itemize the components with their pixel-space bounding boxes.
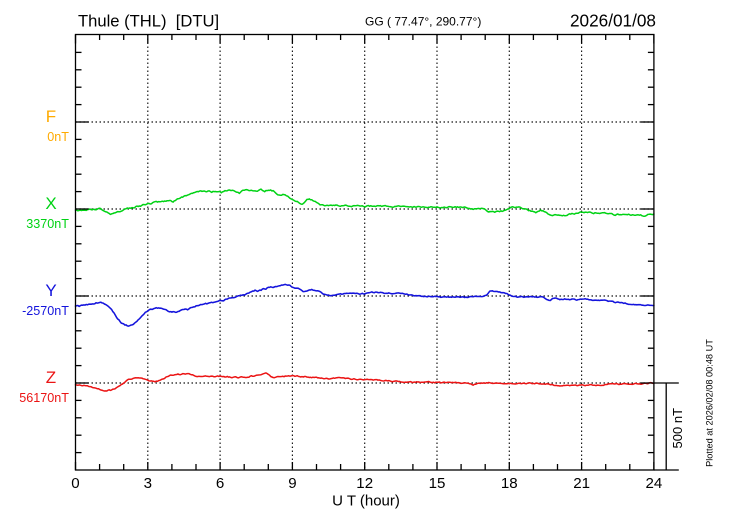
- svg-text:9: 9: [288, 475, 296, 492]
- svg-text:Plotted at 2026/02/08 00:48 UT: Plotted at 2026/02/08 00:48 UT: [705, 339, 715, 467]
- svg-text:6: 6: [216, 475, 224, 492]
- svg-text:3370nT: 3370nT: [26, 217, 69, 231]
- svg-text:2026/01/08: 2026/01/08: [570, 10, 656, 30]
- svg-text:500 nT: 500 nT: [670, 408, 685, 449]
- svg-text:-2570nT: -2570nT: [22, 304, 69, 318]
- svg-text:Thule (THL) [DTU]: Thule (THL) [DTU]: [78, 11, 219, 30]
- svg-text:3: 3: [144, 475, 152, 492]
- svg-text:X: X: [45, 194, 56, 213]
- svg-text:F: F: [46, 107, 56, 126]
- svg-text:GG ( 77.47°, 290.77°): GG ( 77.47°, 290.77°): [365, 15, 481, 29]
- svg-text:U T (hour): U T (hour): [332, 493, 400, 510]
- svg-text:21: 21: [573, 475, 590, 492]
- svg-text:Y: Y: [45, 281, 56, 300]
- svg-text:15: 15: [429, 475, 446, 492]
- svg-text:Z: Z: [46, 368, 56, 387]
- svg-text:0: 0: [71, 475, 79, 492]
- svg-text:56170nT: 56170nT: [19, 391, 69, 405]
- svg-text:12: 12: [356, 475, 373, 492]
- svg-text:24: 24: [646, 475, 663, 492]
- svg-text:18: 18: [501, 475, 518, 492]
- svg-text:0nT: 0nT: [47, 130, 69, 144]
